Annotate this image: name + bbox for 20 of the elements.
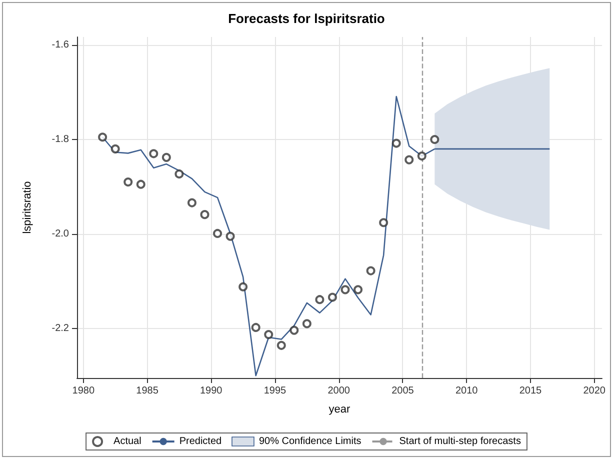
legend-label: Actual bbox=[114, 436, 142, 447]
x-axis-title: year bbox=[328, 404, 351, 416]
y-tick-label: -2.2 bbox=[52, 322, 70, 334]
x-tick-label: 2020 bbox=[583, 386, 606, 396]
x-tick-label: 2000 bbox=[328, 386, 350, 396]
chart-title: Forecasts for lspiritsratio bbox=[228, 11, 385, 26]
legend-label: 90% Confidence Limits bbox=[258, 436, 362, 447]
x-tick-label: 1995 bbox=[264, 386, 287, 396]
y-axis-title: lspiritsratio bbox=[22, 181, 34, 234]
x-tick-label: 1980 bbox=[72, 386, 95, 396]
y-tick-label: -2.0 bbox=[52, 228, 70, 240]
x-tick-label: 2010 bbox=[455, 386, 478, 396]
x-tick-label: 1985 bbox=[136, 386, 159, 396]
x-tick-label: 2015 bbox=[519, 386, 542, 396]
legend-label: Start of multi-step forecasts bbox=[399, 436, 521, 447]
y-tick-label: -1.8 bbox=[52, 134, 70, 145]
x-tick-label: 2005 bbox=[392, 386, 414, 396]
x-tick-label: 1990 bbox=[200, 386, 223, 396]
legend-label: Predicted bbox=[179, 436, 222, 447]
y-tick-label: -1.6 bbox=[52, 40, 70, 51]
